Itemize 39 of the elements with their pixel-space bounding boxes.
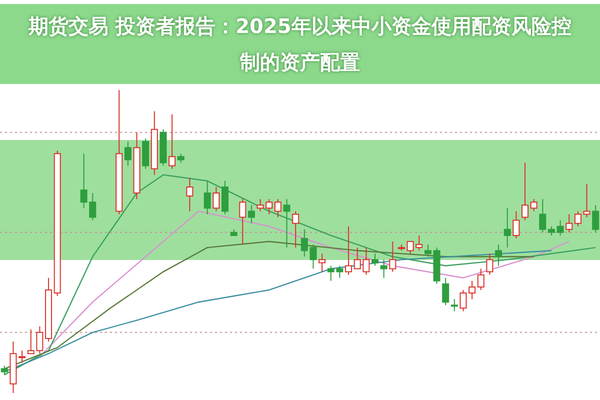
candlestick xyxy=(133,132,140,200)
candlestick xyxy=(380,259,388,278)
candlestick xyxy=(539,198,546,233)
candlestick xyxy=(248,204,255,224)
candlestick xyxy=(124,141,132,166)
candlestick xyxy=(389,241,396,272)
candlestick xyxy=(592,204,600,233)
candlestick xyxy=(239,198,246,246)
candlestick xyxy=(186,177,194,212)
candlestick xyxy=(495,244,502,266)
candlestick xyxy=(116,90,123,215)
candlestick xyxy=(477,268,484,290)
candlestick xyxy=(292,210,300,248)
candlestick xyxy=(150,110,158,176)
candlestick xyxy=(504,208,511,248)
candlestick xyxy=(424,244,432,258)
candlestick xyxy=(486,253,494,276)
candlestick xyxy=(204,180,211,215)
candlestick xyxy=(274,198,282,218)
candlestick xyxy=(45,277,52,342)
candlestick xyxy=(522,162,528,221)
candlestick xyxy=(583,183,590,218)
candlestick xyxy=(512,210,520,239)
candlestick xyxy=(168,114,176,170)
candlestick xyxy=(566,214,573,233)
candlestick xyxy=(283,198,290,248)
candlestick xyxy=(468,280,476,300)
candlestick xyxy=(318,253,326,272)
candlestick xyxy=(345,226,352,276)
candlestick xyxy=(372,253,378,266)
candlestick xyxy=(10,340,17,394)
candlestick xyxy=(0,365,8,376)
chart-title: 期货交易 投资者报告：2025年以来中小资金使用配资风险控制的资产配置 xyxy=(0,4,600,84)
candlestick xyxy=(18,350,26,364)
candlestick xyxy=(212,186,220,212)
candlestick xyxy=(556,220,564,236)
candlestick xyxy=(222,180,228,215)
candlestick xyxy=(160,128,167,166)
candlestick xyxy=(442,277,450,306)
